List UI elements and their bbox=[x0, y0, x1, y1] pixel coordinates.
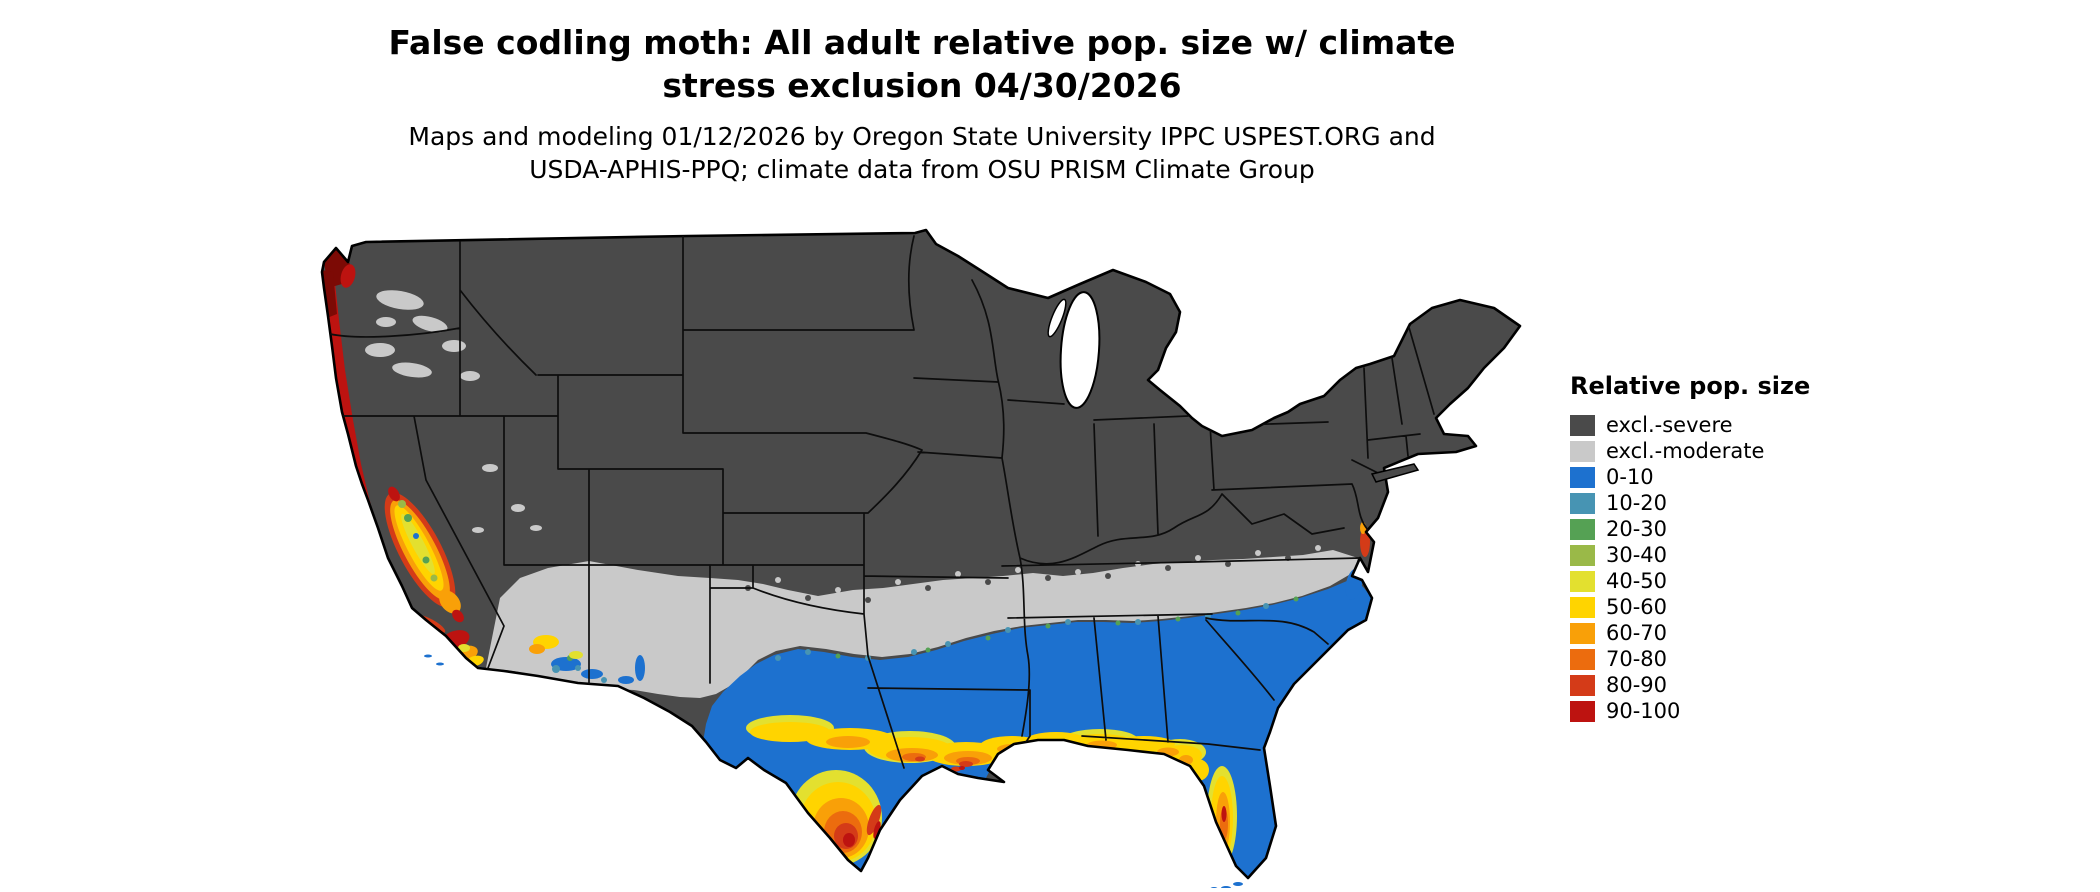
legend-label: 50-60 bbox=[1606, 595, 1668, 619]
legend-label: 90-100 bbox=[1606, 699, 1681, 723]
legend-swatch bbox=[1570, 440, 1595, 462]
legend-label: excl.-moderate bbox=[1606, 439, 1765, 463]
map-title-line1: False codling moth: All adult relative p… bbox=[388, 23, 1456, 62]
legend-row: 30-40 bbox=[1570, 542, 1810, 568]
legend-row: 80-90 bbox=[1570, 672, 1810, 698]
legend-row: 90-100 bbox=[1570, 698, 1810, 724]
offshore-islands bbox=[424, 654, 1243, 888]
legend-row: 10-20 bbox=[1570, 490, 1810, 516]
region-severe-dither bbox=[745, 555, 1291, 603]
legend-title: Relative pop. size bbox=[1570, 372, 1811, 400]
legend-row: 40-50 bbox=[1570, 568, 1810, 594]
great-lakes bbox=[1047, 291, 1101, 409]
lake-michigan bbox=[1059, 291, 1101, 409]
legend-swatch bbox=[1570, 544, 1595, 566]
legend-swatch bbox=[1570, 648, 1595, 670]
legend-row: 70-80 bbox=[1570, 646, 1810, 672]
legend-row: 50-60 bbox=[1570, 594, 1810, 620]
map-credit-line2: USDA-APHIS-PPQ; climate data from OSU PR… bbox=[529, 155, 1315, 184]
legend-label: 10-20 bbox=[1606, 491, 1668, 515]
legend-swatch bbox=[1570, 518, 1595, 540]
map-credit: Maps and modeling 01/12/2026 by Oregon S… bbox=[408, 120, 1435, 186]
legend-row: excl.-moderate bbox=[1570, 438, 1810, 464]
legend-label: excl.-severe bbox=[1606, 413, 1733, 437]
florida-ridge bbox=[1207, 766, 1237, 866]
legend-label: 30-40 bbox=[1606, 543, 1668, 567]
map-credit-line1: Maps and modeling 01/12/2026 by Oregon S… bbox=[408, 122, 1436, 151]
green-bay bbox=[1047, 298, 1067, 338]
us-map bbox=[320, 228, 1522, 888]
legend-label: 70-80 bbox=[1606, 647, 1668, 671]
legend-row: 0-10 bbox=[1570, 464, 1810, 490]
legend-swatch bbox=[1570, 414, 1595, 436]
legend: Relative pop. size excl.-severe excl.-mo… bbox=[1570, 372, 1810, 724]
long-island bbox=[1370, 463, 1420, 483]
legend-label: 80-90 bbox=[1606, 673, 1668, 697]
map-title-line2: stress exclusion 04/30/2026 bbox=[662, 65, 1182, 105]
legend-label: 60-70 bbox=[1606, 621, 1668, 645]
legend-swatch bbox=[1570, 466, 1595, 488]
region-pop-10-20 bbox=[552, 603, 1269, 683]
legend-swatch bbox=[1570, 570, 1595, 592]
legend-swatch bbox=[1570, 596, 1595, 618]
legend-swatch bbox=[1570, 622, 1595, 644]
legend-row: 60-70 bbox=[1570, 620, 1810, 646]
legend-swatch bbox=[1570, 492, 1595, 514]
region-pop-20-30 bbox=[567, 596, 1299, 661]
legend-label: 40-50 bbox=[1606, 569, 1668, 593]
legend-row: 20-30 bbox=[1570, 516, 1810, 542]
state-borders bbox=[329, 235, 1435, 769]
legend-row: excl.-severe bbox=[1570, 412, 1810, 438]
arizona-new-mexico-speckles bbox=[529, 635, 583, 659]
legend-label: 20-30 bbox=[1606, 517, 1668, 541]
legend-label: 0-10 bbox=[1606, 465, 1654, 489]
map-title: False codling moth: All adult relative p… bbox=[388, 22, 1455, 108]
legend-swatch bbox=[1570, 700, 1595, 722]
legend-swatch bbox=[1570, 674, 1595, 696]
